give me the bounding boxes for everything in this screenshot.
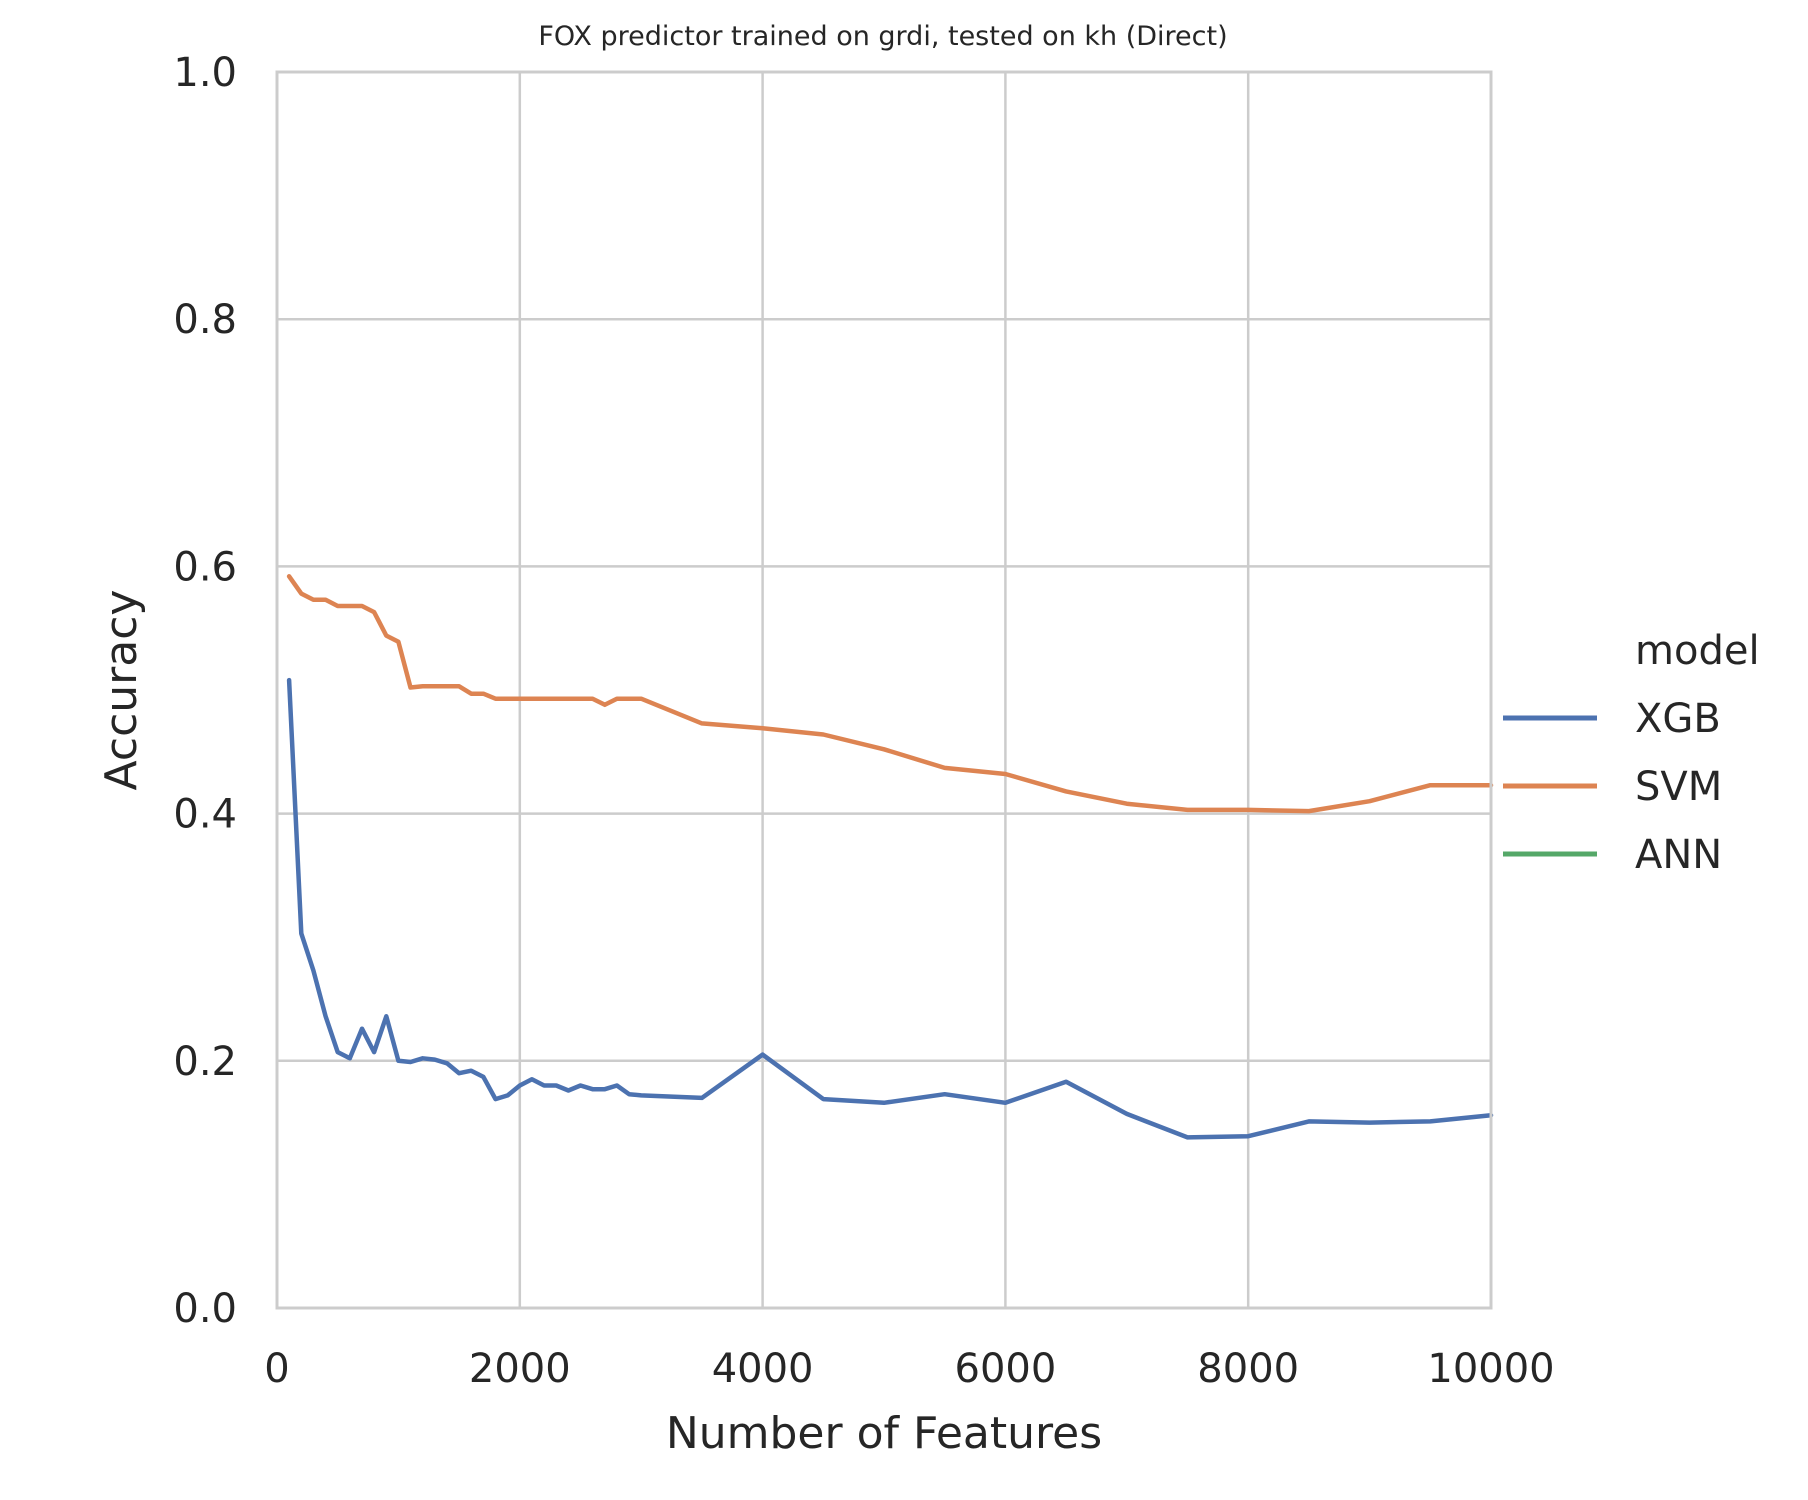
legend: model XGB SVM ANN (1503, 628, 1760, 878)
y-tick-label: 0.4 (173, 792, 237, 838)
y-tick-label: 0.8 (173, 297, 237, 343)
legend-label-svm: SVM (1635, 764, 1722, 810)
plot-frame (275, 70, 1493, 1310)
x-tick-label: 8000 (1197, 1346, 1299, 1392)
y-axis-label: Accuracy (96, 590, 147, 791)
series-line-xgb (286, 677, 1494, 1140)
x-axis-ticks: 0 2000 4000 6000 8000 10000 (264, 1346, 1554, 1392)
y-axis-ticks: 0.0 0.2 0.4 0.6 0.8 1.0 (173, 50, 237, 1332)
x-tick-label: 2000 (469, 1346, 571, 1392)
x-tick-label: 0 (264, 1346, 289, 1392)
chart-title: FOX predictor trained on grdi, tested on… (538, 21, 1227, 52)
series-lines (286, 574, 1494, 1140)
y-tick-label: 0.2 (173, 1039, 237, 1085)
legend-title: model (1635, 628, 1760, 674)
y-tick-label: 0.0 (173, 1286, 237, 1332)
y-tick-label: 1.0 (173, 50, 237, 96)
x-tick-label: 10000 (1427, 1346, 1554, 1392)
legend-label-xgb: XGB (1635, 696, 1721, 742)
y-tick-label: 0.6 (173, 544, 237, 590)
legend-label-ann: ANN (1635, 832, 1722, 878)
x-axis-label: Number of Features (666, 1408, 1102, 1459)
series-line-svm (286, 574, 1494, 814)
x-tick-label: 6000 (955, 1346, 1057, 1392)
x-tick-label: 4000 (712, 1346, 814, 1392)
